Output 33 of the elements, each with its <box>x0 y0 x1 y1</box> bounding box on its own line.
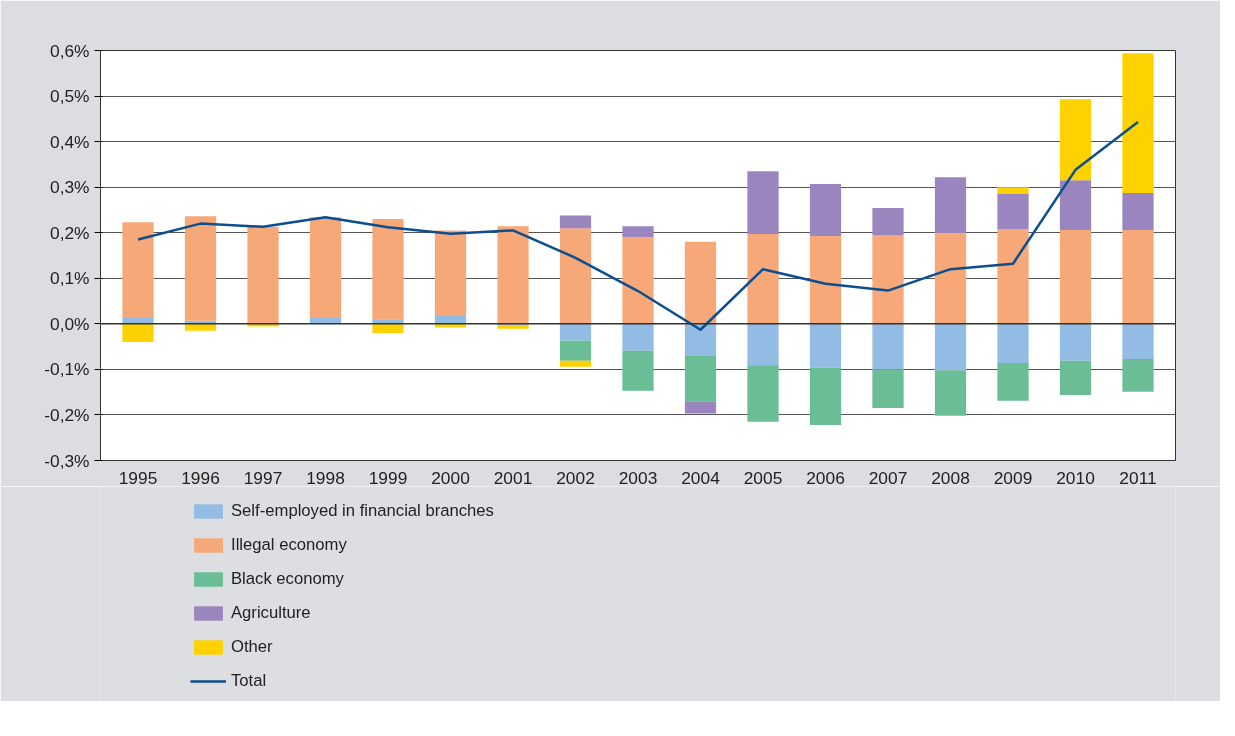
legend-label: Black economy <box>231 569 344 589</box>
y-tick-label: 0,5% <box>50 86 90 107</box>
x-tick-label: 2009 <box>993 467 1033 488</box>
x-tick-label: 2008 <box>931 467 970 488</box>
y-tick-label: 0,4% <box>50 131 90 152</box>
x-tick-label: 2002 <box>556 467 595 488</box>
x-tick-label: 2011 <box>1119 467 1157 488</box>
y-tick-label: 0,3% <box>50 177 90 198</box>
legend-label: Total <box>231 671 267 691</box>
y-tick-label: 0,2% <box>50 222 90 243</box>
x-tick-label: 1997 <box>243 467 283 488</box>
y-tick-label: -0,3% <box>44 450 90 471</box>
x-tick-label: 1996 <box>181 467 220 488</box>
legend-label: Self-employed in financial branches <box>231 501 494 521</box>
x-tick-label: 2010 <box>1056 467 1095 488</box>
y-tick-label: 0,6% <box>50 40 90 61</box>
legend-label: Illegal economy <box>231 535 347 555</box>
x-tick-label: 1995 <box>118 467 158 488</box>
y-tick-label: 0,0% <box>50 313 90 334</box>
y-tick-label: 0,1% <box>50 268 90 289</box>
legend-label: Other <box>231 637 273 657</box>
x-tick-label: 2003 <box>618 467 658 488</box>
x-tick-label: 2000 <box>431 467 470 488</box>
x-tick-label: 2001 <box>493 467 533 488</box>
x-tick-label: 2005 <box>743 467 783 488</box>
x-tick-label: 2004 <box>681 467 721 488</box>
x-tick-label: 1999 <box>368 467 408 488</box>
legend-label: Agriculture <box>231 603 311 623</box>
x-tick-label: 2006 <box>806 467 845 488</box>
y-tick-label: -0,1% <box>44 359 90 380</box>
x-tick-label: 2007 <box>868 467 908 488</box>
x-tick-label: 1998 <box>306 467 345 488</box>
y-tick-label: -0,2% <box>44 404 90 425</box>
